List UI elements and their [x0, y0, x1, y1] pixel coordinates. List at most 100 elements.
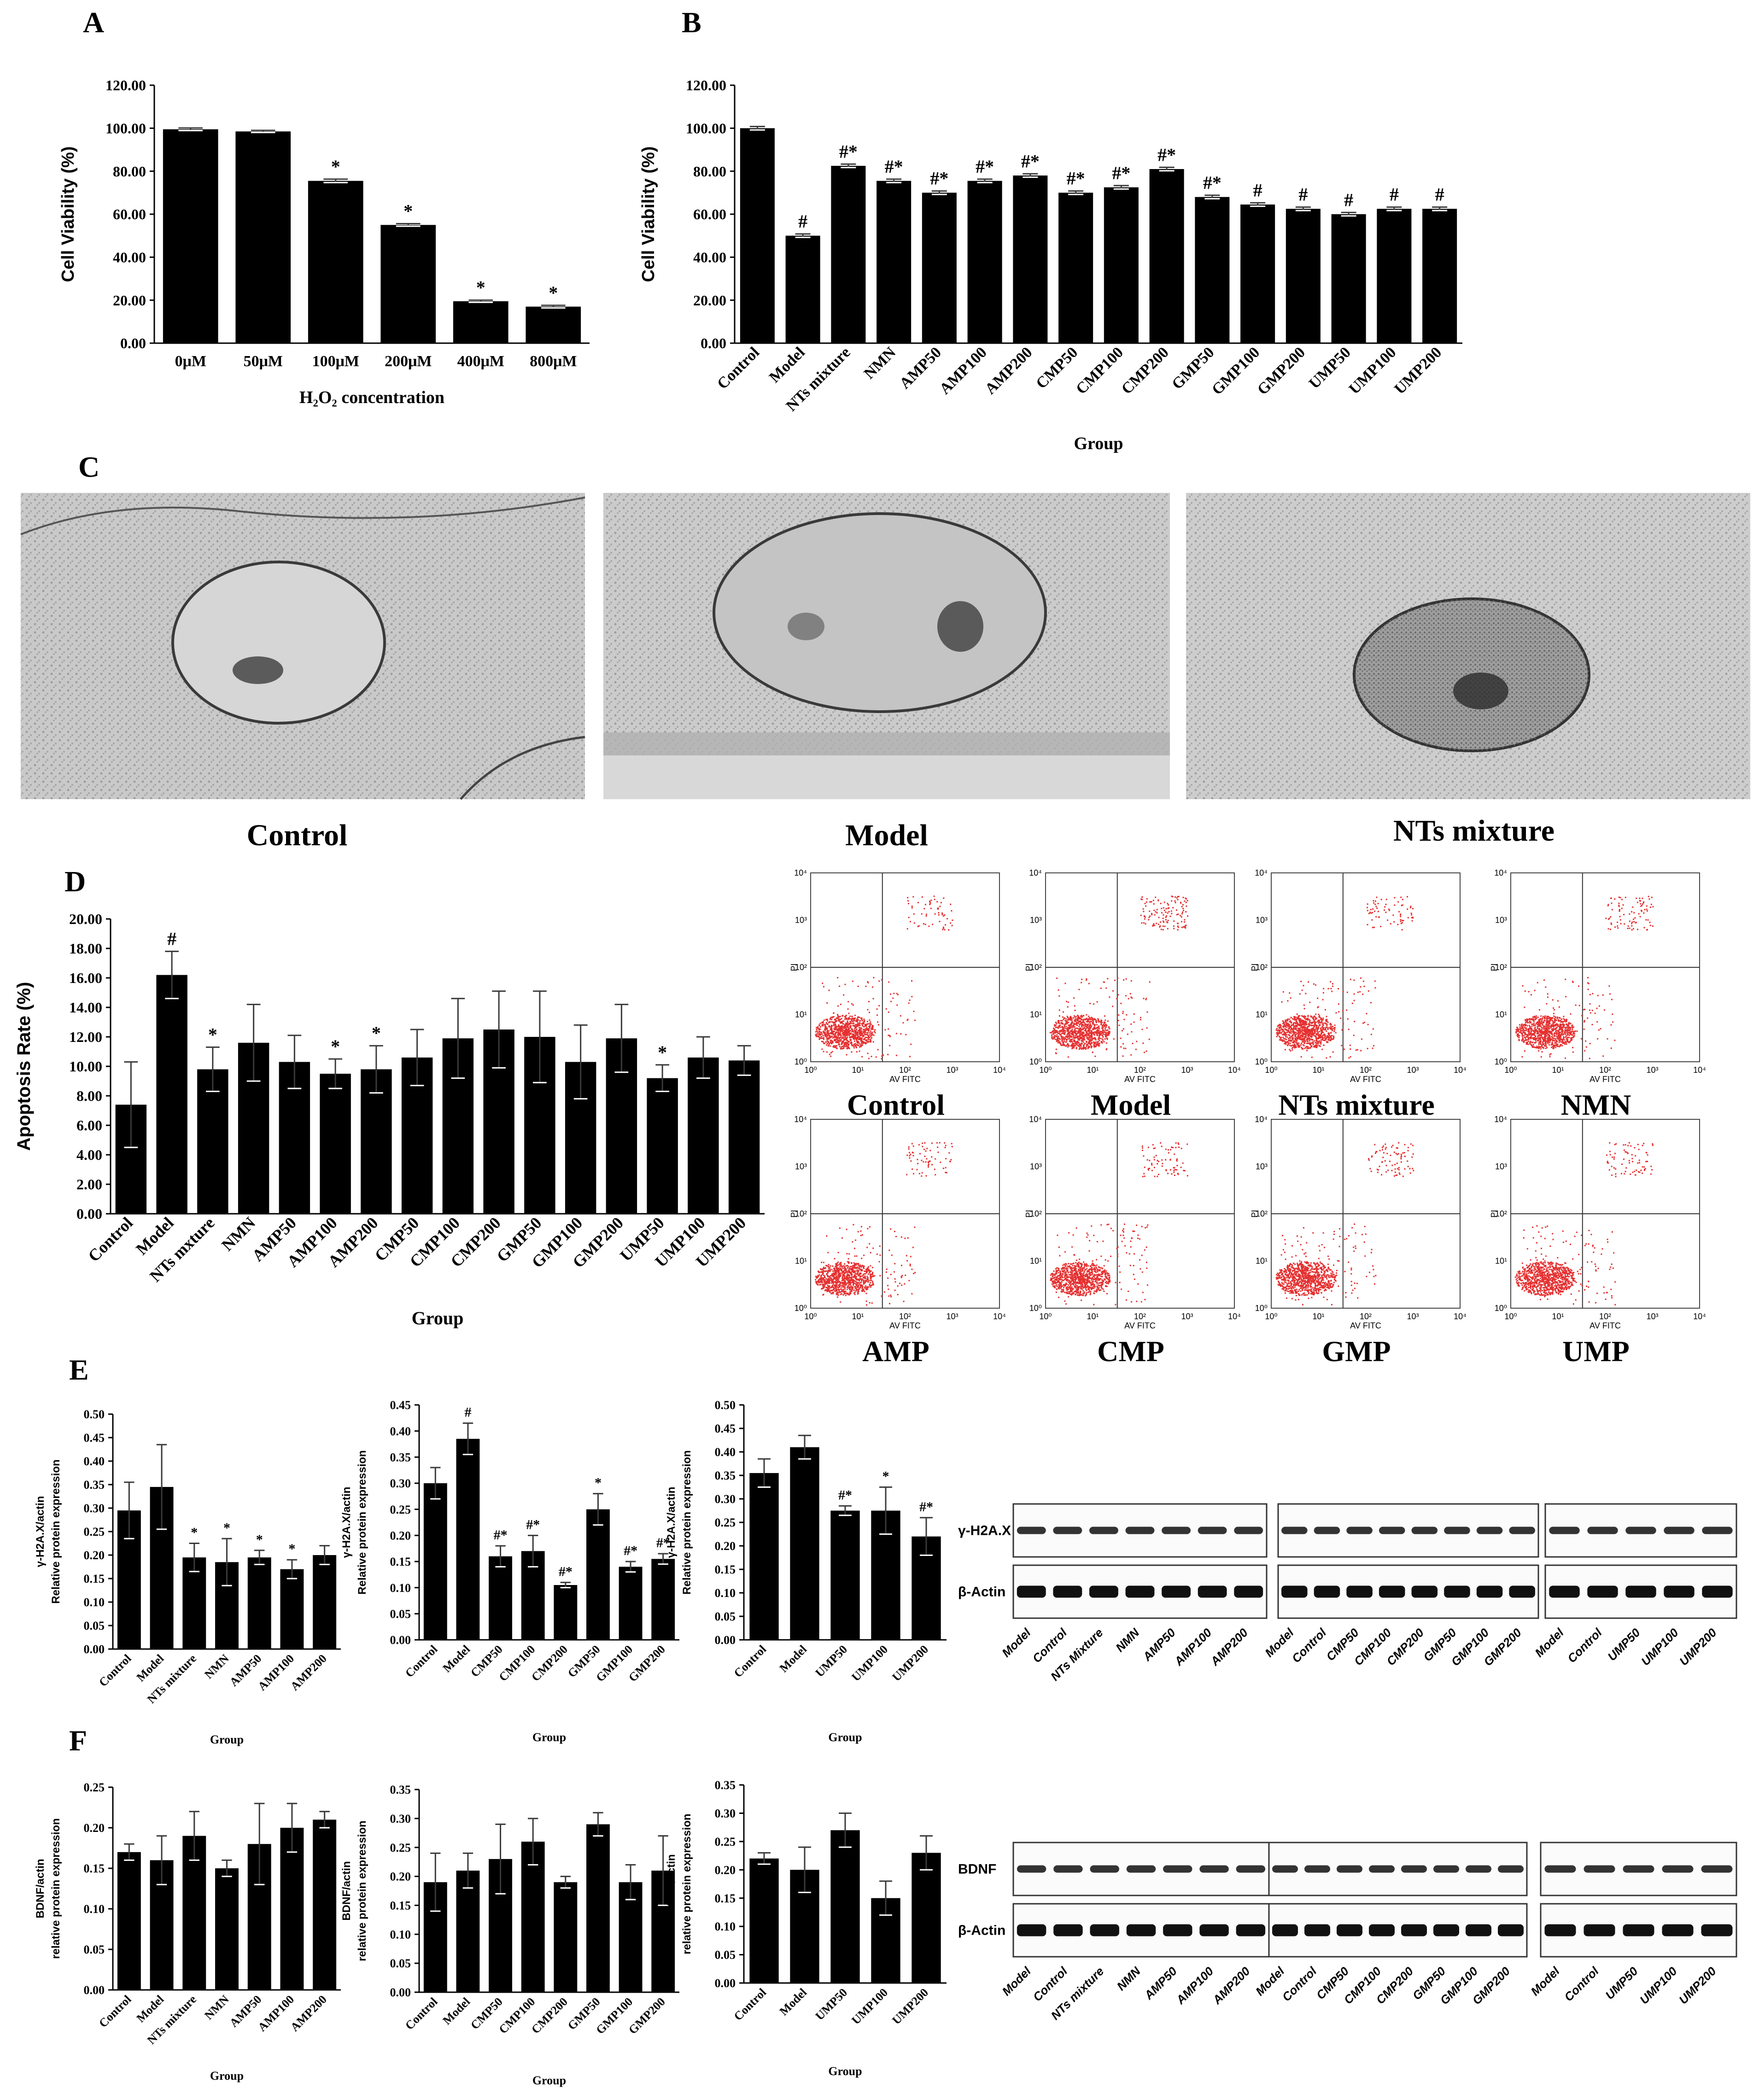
blot-row-label: γ-H2A.X — [958, 1523, 1011, 1538]
blot-band — [1236, 1924, 1266, 1936]
y-tick-label: 0.30 — [715, 1807, 736, 1820]
bar-a — [380, 225, 436, 343]
bar-b — [1013, 175, 1048, 343]
bar-e1 — [182, 1557, 206, 1649]
bar-b — [1149, 169, 1184, 343]
x-category-label: 800μM — [530, 353, 577, 370]
x-category-label: CMP100 — [1073, 344, 1127, 398]
y-tick-label: 10¹ — [1030, 1010, 1042, 1019]
bar-b — [967, 181, 1002, 343]
bar-b — [877, 181, 912, 343]
significance-mark: #* — [885, 156, 903, 177]
y-axis-label: Relative protein expression — [681, 1450, 693, 1594]
y-tick-label: 0.20 — [84, 1821, 105, 1835]
y-axis-label: PI — [1024, 1210, 1034, 1217]
x-tick-label: 10¹ — [1312, 1065, 1324, 1075]
y-tick-label: 0.35 — [390, 1783, 411, 1796]
blot-band — [1625, 1585, 1656, 1598]
significance-mark: #* — [839, 141, 858, 162]
x-axis-label: AV FITC — [1350, 1321, 1381, 1330]
y-tick-label: 0.00 — [715, 1977, 736, 1990]
x-tick-label: 10⁴ — [1228, 1312, 1241, 1321]
micrograph-caption-model: Model — [845, 819, 928, 852]
x-tick-label: 10² — [1360, 1065, 1372, 1075]
significance-mark: #* — [919, 1499, 933, 1515]
x-axis-label: H₂O₂ concentration — [299, 388, 444, 407]
blot-band — [1544, 1924, 1576, 1936]
significance-mark: # — [1298, 184, 1308, 205]
significance-mark: # — [1390, 184, 1399, 205]
x-axis-label: Group — [1074, 434, 1123, 453]
y-tick-label: 0.40 — [715, 1445, 736, 1459]
blot-band — [1701, 1865, 1733, 1873]
blot-band — [1053, 1865, 1083, 1873]
panel-letter-c: C — [78, 450, 99, 483]
significance-mark: * — [288, 1541, 295, 1556]
significance-mark: * — [223, 1520, 230, 1535]
y-tick-label: 0.05 — [390, 1607, 411, 1620]
y-tick-label: 10⁰ — [1029, 1304, 1042, 1313]
bar-f1 — [313, 1819, 337, 1990]
bar-d — [728, 1060, 760, 1214]
x-tick-label: 10⁴ — [1454, 1065, 1467, 1075]
tem-micrograph-nts-mixture — [1186, 493, 1750, 799]
bar-b — [1377, 209, 1412, 343]
y-tick-label: 10⁰ — [1029, 1057, 1042, 1066]
y-tick-label: 0.00 — [84, 1983, 105, 1997]
y-tick-label: 40.00 — [113, 249, 146, 266]
x-axis-label: AV FITC — [1350, 1075, 1381, 1084]
x-tick-label: 10⁰ — [804, 1065, 817, 1075]
flow-plot-label: CMP — [1097, 1335, 1164, 1368]
blot-band — [1337, 1865, 1362, 1873]
x-axis-label: AV FITC — [1124, 1321, 1156, 1330]
bar-f1 — [215, 1868, 239, 1990]
significance-mark: * — [595, 1475, 602, 1491]
blot-band — [1369, 1865, 1395, 1873]
bar-b — [740, 128, 775, 343]
y-axis-label: Relative protein expression — [356, 1450, 368, 1594]
blot-row-label: β-Actin — [958, 1585, 1005, 1600]
blot-band — [1162, 1585, 1191, 1598]
x-tick-label: 10⁰ — [1504, 1312, 1517, 1321]
significance-mark: #* — [494, 1527, 508, 1543]
bar-d — [320, 1074, 351, 1214]
event-dots — [815, 1142, 953, 1306]
x-category-label: AMP200 — [982, 344, 1036, 398]
y-tick-label: 120.00 — [686, 77, 726, 94]
y-tick-label: 0.40 — [390, 1425, 411, 1438]
blot-lane-label: UMP50 — [1602, 1964, 1641, 2002]
bar-f1 — [280, 1828, 304, 1990]
x-category-label: CMP200 — [1118, 344, 1172, 398]
x-category-label: Model — [766, 344, 808, 386]
y-tick-label: 0.30 — [390, 1477, 411, 1490]
x-tick-label: 10² — [1360, 1312, 1372, 1321]
bar-chart-f3: 0.00 0.05 0.10 0.15 0.20 0.25 0.30 0.35 Control M… — [665, 1778, 947, 2078]
blot-lane-label: UMP100 — [1638, 1626, 1681, 1668]
x-axis-label: AV FITC — [1124, 1075, 1156, 1084]
y-axis-label: relative protein expression — [50, 1818, 62, 1959]
x-axis-label: Group — [828, 2065, 862, 2078]
bar-f2 — [521, 1842, 545, 1992]
blot-band — [1587, 1527, 1618, 1534]
panel-letter-a: A — [83, 6, 104, 39]
y-tick-label: 100.00 — [686, 120, 726, 137]
x-category-label: CMP200 — [529, 1643, 570, 1684]
bar-f3 — [749, 1858, 779, 1983]
x-axis-label: Group — [412, 1308, 464, 1328]
blot-band — [1234, 1527, 1263, 1534]
blot-band — [1163, 1865, 1192, 1873]
significance-mark: * — [256, 1532, 263, 1547]
x-category-label: NMN — [202, 1652, 232, 1682]
bar-d — [688, 1057, 719, 1214]
y-axis-label: BDNF/actin — [340, 1861, 353, 1920]
x-tick-label: 10¹ — [1087, 1065, 1099, 1075]
blot-band — [1337, 1924, 1362, 1936]
blot-row-label: β-Actin — [958, 1923, 1005, 1938]
x-tick-label: 10⁴ — [993, 1312, 1006, 1321]
blot-band — [1379, 1585, 1405, 1598]
y-tick-label: 12.00 — [69, 1029, 102, 1045]
blot-band — [1466, 1865, 1491, 1873]
